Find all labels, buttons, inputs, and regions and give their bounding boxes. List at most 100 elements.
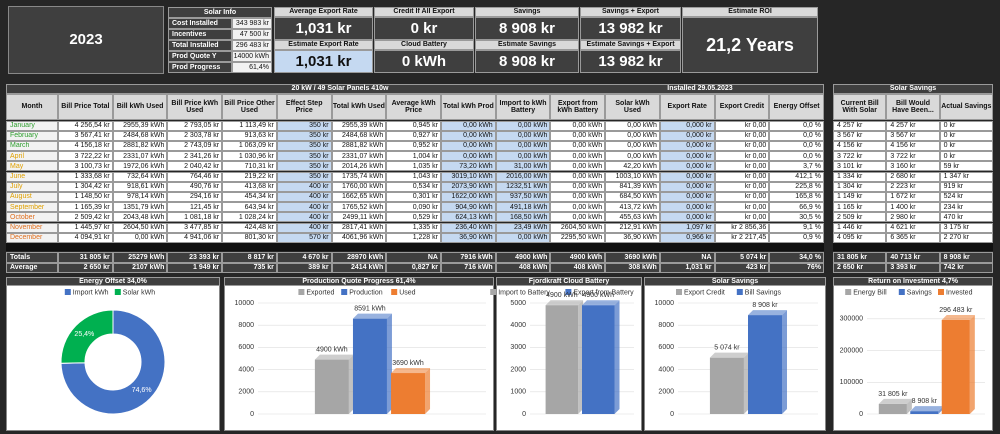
- bar-top: [582, 300, 620, 306]
- kpi-value: 1,031 kr: [274, 17, 373, 40]
- table-cell: 490,76 kr: [167, 181, 223, 192]
- column-header: Solar kWh Used: [605, 94, 660, 120]
- table-cell: 470 kr: [939, 212, 993, 223]
- column-header: Bill Price Total: [58, 94, 113, 120]
- table-cell: 2 341,26 kr: [167, 151, 223, 162]
- column-header: Total kWh Used: [331, 94, 387, 120]
- table-cell: 643,94 kr: [222, 202, 277, 213]
- solar-info-label: Incentives: [168, 29, 232, 40]
- solar-info-value: 14000 kWh: [232, 51, 272, 62]
- kpi-label: Estimate Savings: [475, 40, 579, 50]
- chart-title: Fjordkraft Cloud Battery: [496, 277, 642, 286]
- table-cell: 42,20 kWh: [605, 161, 660, 172]
- solar-info-title: Solar Info: [168, 7, 272, 18]
- chart-title: Energy Offset 34,0%: [6, 277, 220, 286]
- table-cell: 0,00 kWh: [550, 130, 606, 141]
- table-cell: 3 567 kr: [833, 130, 887, 141]
- kpi-label: Savings + Export: [580, 7, 681, 17]
- table-cell: 1 148,50 kr: [58, 191, 113, 203]
- table-cell: 4 156 kr: [833, 140, 887, 152]
- table-cell: 413,68 kr: [222, 181, 277, 192]
- table-cell: 412,1 %: [769, 171, 824, 182]
- month-cell: June: [6, 171, 58, 182]
- y-tick-label: 4000: [658, 366, 674, 373]
- table-cell: 0,000 kr: [659, 191, 715, 203]
- bar-value-label: 8 908 kr: [752, 302, 778, 309]
- totals-cell: 8 908 kr: [939, 252, 993, 263]
- bar-value-label: 5 074 kr: [714, 345, 740, 352]
- table-cell: 0,000 kr: [659, 120, 715, 131]
- y-tick-label: 0: [522, 411, 526, 418]
- table-cell: 0,00 kWh: [441, 140, 496, 152]
- table-cell: 2604,50 kWh: [550, 222, 606, 233]
- table-cell: 0,00 kWh: [550, 171, 606, 182]
- table-cell: 624,13 kWh: [441, 212, 496, 223]
- table-cell: 684,50 kWh: [605, 191, 660, 203]
- table-separator: [833, 242, 993, 251]
- bar-side: [969, 314, 975, 414]
- table-cell: 937,50 kWh: [495, 191, 551, 203]
- table-cell: kr 0,00: [714, 161, 770, 172]
- totals-cell: 25279 kWh: [112, 252, 168, 263]
- table-cell: 1 028,24 kr: [222, 212, 277, 223]
- table-cell: kr 0,00: [714, 130, 770, 141]
- table-cell: 3,7 %: [769, 161, 824, 172]
- table-cell: 1 304 kr: [833, 181, 887, 192]
- totals-cell: 31 805 kr: [58, 252, 113, 263]
- y-tick-label: 2000: [658, 389, 674, 396]
- table-cell: 3 100,73 kr: [58, 161, 113, 172]
- totals-cell: 31 805 kr: [833, 252, 887, 263]
- legend-label: Exported: [306, 289, 334, 296]
- month-cell: October: [6, 212, 58, 223]
- legend-label: Bill Savings: [745, 289, 782, 296]
- y-tick-label: 2000: [238, 389, 254, 396]
- table-cell: kr 0,00: [714, 120, 770, 131]
- average-cell: 308 kWh: [605, 262, 660, 273]
- table-cell: 2499,11 kWh: [331, 212, 387, 223]
- legend-swatch: [391, 289, 398, 295]
- average-cell: 408 kWh: [550, 262, 606, 273]
- bar-value-label: 4900 kWh: [316, 346, 348, 353]
- table-cell: 0,0 %: [769, 120, 824, 131]
- average-cell: Average: [6, 262, 58, 273]
- table-cell: 400 kr: [276, 212, 332, 223]
- table-cell: 2014,26 kWh: [331, 161, 387, 172]
- y-tick-label: 8000: [658, 322, 674, 329]
- bar-side: [386, 313, 392, 414]
- table-cell: 2817,41 kWh: [331, 222, 387, 233]
- table-cell: 0,0 %: [769, 140, 824, 152]
- bar-top: [314, 354, 354, 360]
- kpi-label: Estimate Export Rate: [274, 40, 373, 50]
- table-cell: 0,000 kr: [659, 151, 715, 162]
- kpi-label: Estimate ROI: [682, 7, 818, 17]
- totals-cell: 4 670 kr: [276, 252, 332, 263]
- y-tick-label: 100000: [840, 379, 863, 386]
- table-cell: 0,0 %: [769, 151, 824, 162]
- table-cell: 0,000 kr: [659, 202, 715, 213]
- table-cell: 413,72 kWh: [605, 202, 660, 213]
- y-tick-label: 1000: [510, 389, 526, 396]
- bar-top: [878, 398, 912, 404]
- month-cell: March: [6, 140, 58, 152]
- legend-label: Export Credit: [684, 289, 725, 296]
- table-cell: 2 509 kr: [833, 212, 887, 223]
- table-cell: 0,966 kr: [659, 232, 715, 243]
- table-cell: 1 445,97 kr: [58, 222, 113, 233]
- table-cell: 2331,07 kWh: [331, 151, 387, 162]
- legend-swatch: [114, 289, 121, 295]
- solar-info-value: 343 983 kr: [232, 18, 272, 29]
- table-cell: 1972,06 kWh: [112, 161, 168, 172]
- solar-info-value: 47 500 kr: [232, 29, 272, 40]
- table-cell: 0,00 kWh: [550, 120, 606, 131]
- table-cell: 350 kr: [276, 151, 332, 162]
- table-cell: 0,00 kWh: [495, 232, 551, 243]
- table-cell: 2 223 kr: [886, 181, 940, 192]
- table-cell: 904,90 kWh: [441, 202, 496, 213]
- y-tick-label: 5000: [510, 300, 526, 307]
- table-cell: 732,64 kWh: [112, 171, 168, 182]
- month-cell: November: [6, 222, 58, 233]
- y-tick-label: 6000: [658, 344, 674, 351]
- table-cell: 31,00 kWh: [495, 161, 551, 172]
